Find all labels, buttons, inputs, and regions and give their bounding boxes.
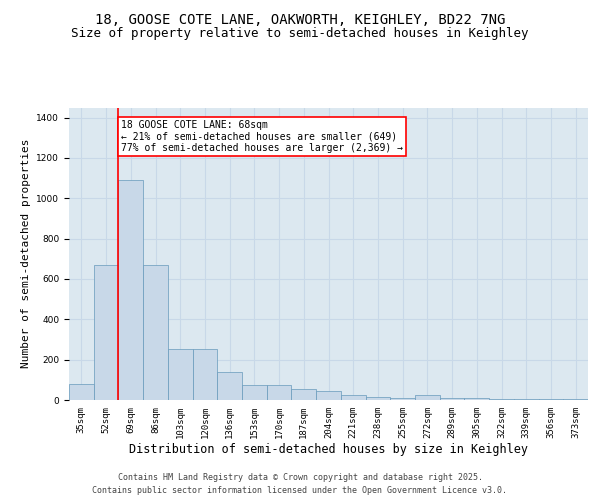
Bar xyxy=(143,265,168,400)
Bar xyxy=(69,384,94,400)
Y-axis label: Number of semi-detached properties: Number of semi-detached properties xyxy=(21,139,31,368)
Bar xyxy=(341,395,365,400)
Text: Size of property relative to semi-detached houses in Keighley: Size of property relative to semi-detach… xyxy=(71,28,529,40)
Bar xyxy=(415,395,440,400)
Bar xyxy=(464,398,489,400)
Text: Distribution of semi-detached houses by size in Keighley: Distribution of semi-detached houses by … xyxy=(130,442,528,456)
Bar xyxy=(390,398,415,400)
Bar xyxy=(563,399,588,400)
Bar xyxy=(168,348,193,400)
Bar xyxy=(539,399,563,400)
Bar xyxy=(365,397,390,400)
Text: 18 GOOSE COTE LANE: 68sqm
← 21% of semi-detached houses are smaller (649)
77% of: 18 GOOSE COTE LANE: 68sqm ← 21% of semi-… xyxy=(121,120,403,153)
Text: 18, GOOSE COTE LANE, OAKWORTH, KEIGHLEY, BD22 7NG: 18, GOOSE COTE LANE, OAKWORTH, KEIGHLEY,… xyxy=(95,12,505,26)
Bar xyxy=(489,399,514,400)
Text: Contains HM Land Registry data © Crown copyright and database right 2025.: Contains HM Land Registry data © Crown c… xyxy=(118,472,482,482)
Bar xyxy=(267,385,292,400)
Bar xyxy=(193,348,217,400)
Bar xyxy=(94,265,118,400)
Bar xyxy=(118,180,143,400)
Bar xyxy=(242,385,267,400)
Bar xyxy=(217,372,242,400)
Bar xyxy=(316,391,341,400)
Bar xyxy=(440,398,464,400)
Bar xyxy=(292,389,316,400)
Text: Contains public sector information licensed under the Open Government Licence v3: Contains public sector information licen… xyxy=(92,486,508,495)
Bar xyxy=(514,399,539,400)
